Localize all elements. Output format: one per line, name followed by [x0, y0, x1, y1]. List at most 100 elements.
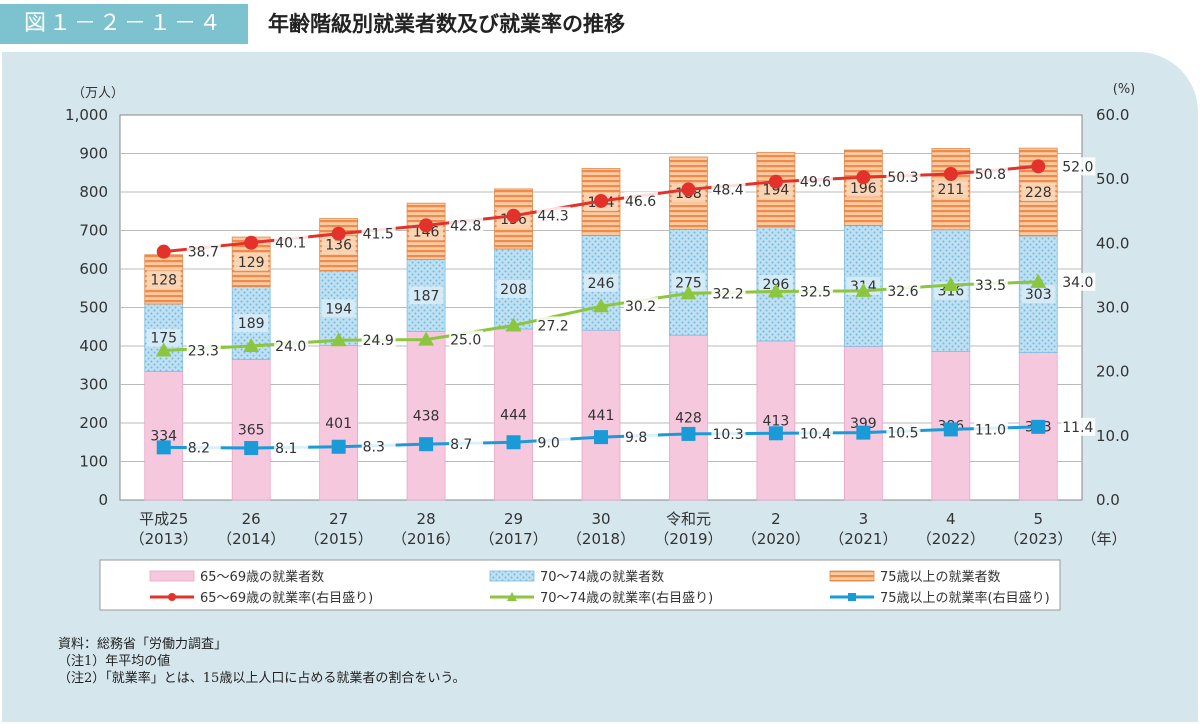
line-value-label: 38.7	[188, 245, 219, 261]
y-left-tick-label: 100	[79, 453, 108, 471]
line-value-bg	[449, 330, 484, 349]
figure-header: 図１－２－１－４ 年齢階級別就業者数及び就業率の推移	[0, 0, 1200, 50]
bar-value-label: 136	[325, 238, 352, 254]
marker-square	[943, 422, 958, 437]
line-value-label: 10.4	[800, 426, 831, 442]
line-value-label: 42.8	[450, 218, 481, 234]
line-value-label: 24.9	[363, 333, 394, 349]
x-tick-sublabel: （2023）	[1004, 530, 1072, 548]
y-left-tick-label: 500	[79, 299, 108, 317]
marker-circle	[681, 182, 696, 197]
bar-value-label: 275	[675, 275, 702, 291]
marker-circle	[419, 218, 434, 233]
x-unit: （年）	[1081, 530, 1126, 548]
bar-value-bg	[846, 178, 881, 197]
legend-label: 65～69歳の就業者数	[200, 569, 324, 585]
y-left-tick-label: 300	[79, 376, 108, 394]
y-right-tick-label: 30.0	[1096, 299, 1129, 317]
marker-triangle	[505, 317, 522, 332]
x-tick-sublabel: （2020）	[742, 530, 810, 548]
y-left-tick-label: 900	[79, 145, 108, 163]
legend-swatch-bar-65-69	[149, 570, 195, 582]
legend-label: 65～69歳の就業率(右目盛り)	[200, 590, 373, 606]
bar-value-label: 196	[850, 181, 877, 197]
marker-square	[419, 437, 434, 452]
marker-triangle	[593, 298, 609, 313]
line-value-label: 33.5	[975, 278, 1006, 294]
y-right-tick-label: 20.0	[1096, 363, 1129, 381]
line-value-bg	[711, 424, 746, 443]
legend-swatch-bar-75-over	[829, 570, 875, 582]
bar-value-bg	[321, 299, 356, 318]
line-value-label: 8.7	[450, 437, 472, 453]
y-right-tick-label: 40.0	[1096, 234, 1129, 252]
line-value-label: 44.3	[538, 209, 569, 225]
line-value-bg	[973, 420, 1008, 439]
line-value-bg	[536, 316, 571, 335]
bar-value-bg	[321, 413, 356, 432]
line-value-bg	[798, 172, 833, 191]
line-value-label: 11.0	[975, 422, 1006, 438]
line-value-bg	[186, 341, 221, 360]
legend-label: 70～74歳の就業率(右目盛り)	[540, 590, 713, 606]
bar-value-bg	[1021, 285, 1056, 304]
line-value-bg	[973, 276, 1008, 295]
bar-value-label: 316	[937, 284, 964, 300]
marker-square	[506, 435, 521, 450]
legend-swatch-bar-70-74	[489, 570, 535, 582]
note-2: （注2）「就業率」とは、15歳以上人口に占める就業者の割合をいう。	[58, 671, 466, 686]
legend-marker-triangle	[507, 592, 517, 601]
note-source: 資料：総務省「労働力調査」	[58, 637, 228, 652]
y-left-unit: （万人）	[72, 86, 124, 101]
marker-circle	[506, 208, 521, 223]
line-value-bg	[624, 428, 658, 447]
bar-value-label: 365	[238, 423, 265, 439]
x-tick-sublabel: （2013）	[130, 530, 198, 548]
line-value-label: 27.2	[538, 318, 569, 334]
x-tick-sublabel: （2021）	[829, 530, 897, 548]
marker-triangle	[418, 331, 435, 346]
x-tick-label: 27	[329, 510, 348, 528]
marker-triangle	[155, 342, 172, 357]
chart-title: 年齢階級別就業者数及び就業率の推移	[268, 12, 625, 36]
marker-square	[681, 426, 696, 441]
line-value-bg	[798, 424, 833, 443]
x-tick-label: 5	[1033, 510, 1043, 528]
y-left-tick-label: 800	[79, 183, 108, 201]
line-value-label: 46.6	[625, 194, 656, 210]
bar-value-bg	[758, 180, 793, 199]
line-value-label: 32.5	[800, 284, 831, 300]
bar-value-bg	[146, 270, 181, 289]
marker-square	[331, 439, 346, 454]
marker-circle	[943, 167, 958, 182]
y-left-tick-label: 400	[79, 337, 108, 355]
bar-value-label: 413	[763, 413, 790, 429]
legend-box	[99, 559, 1061, 611]
legend-label: 75歳以上の就業率(右目盛り)	[880, 590, 1050, 606]
bar-value-label: 444	[500, 408, 527, 424]
line-value-label: 8.1	[275, 441, 297, 457]
line-value-bg	[274, 233, 309, 252]
line-value-bg	[1061, 272, 1096, 291]
marker-circle	[331, 226, 346, 241]
legend-label: 75歳以上の就業者数	[880, 569, 1001, 585]
bar-value-label: 401	[325, 416, 352, 432]
bar-value-label: 129	[238, 255, 265, 271]
marker-triangle	[942, 277, 959, 292]
bar-value-bg	[146, 328, 181, 347]
x-tick-sublabel: （2022）	[917, 530, 985, 548]
marker-triangle	[680, 285, 697, 300]
line-value-label: 9.0	[538, 435, 560, 451]
line-value-label: 50.8	[975, 167, 1006, 183]
line-value-label: 8.2	[188, 440, 210, 456]
bar-value-label: 211	[937, 182, 964, 198]
line-value-bg	[624, 191, 658, 210]
bar-value-bg	[234, 252, 269, 271]
marker-circle	[244, 235, 259, 250]
bar-value-bg	[933, 180, 968, 199]
line-value-label: 24.0	[275, 339, 306, 355]
y-left-tick-label: 600	[79, 260, 108, 278]
y-left-tick-label: 200	[79, 414, 108, 432]
bar-value-label: 189	[238, 316, 265, 332]
